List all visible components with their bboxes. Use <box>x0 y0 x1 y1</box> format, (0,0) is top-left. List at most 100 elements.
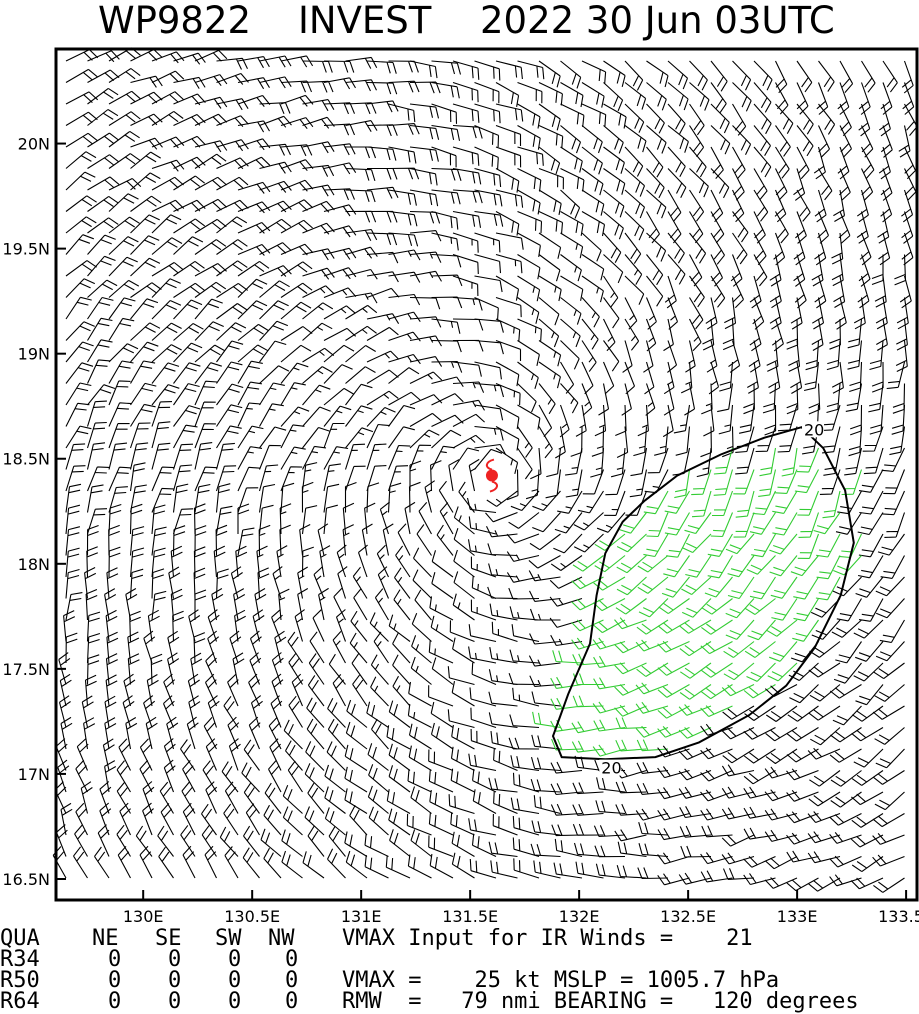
wind-barb <box>592 598 626 612</box>
lat-tick-label: 18.5N <box>2 450 50 469</box>
wind-barb <box>796 189 811 222</box>
wind-barb <box>814 232 827 266</box>
wind-barb <box>851 813 884 828</box>
wind-barb <box>259 102 291 115</box>
wind-barb <box>732 60 752 91</box>
wind-barb <box>538 211 564 235</box>
wind-barb <box>129 422 151 449</box>
wind-barb <box>792 619 819 642</box>
wind-barb <box>430 460 442 492</box>
wind-barb <box>59 673 72 707</box>
wind-barb <box>577 490 604 514</box>
wind-barb <box>237 221 271 234</box>
wind-barb <box>474 448 503 470</box>
wind-barb <box>474 60 501 81</box>
wind-barb <box>813 512 841 535</box>
wind-barb <box>259 403 284 427</box>
wind-barb <box>603 211 624 240</box>
radii-value: 0 <box>228 947 242 972</box>
wind-barb <box>237 138 271 151</box>
wind-barb <box>395 545 411 578</box>
wind-barb <box>280 80 313 93</box>
wind-barb <box>263 804 282 836</box>
wind-barb <box>710 103 730 134</box>
wind-barb <box>530 447 542 480</box>
wind-barb <box>829 748 862 763</box>
wind-barb <box>667 146 686 177</box>
wind-barb <box>809 684 841 702</box>
wind-barb <box>345 167 376 182</box>
radii-label-r50: R50 <box>0 968 40 993</box>
wind-barb <box>581 383 593 416</box>
wind-barb <box>474 443 507 456</box>
wind-barb <box>108 466 132 492</box>
wind-barb <box>538 254 561 282</box>
wind-barb <box>143 630 156 664</box>
wind-barb <box>332 674 346 707</box>
wind-barb <box>151 51 185 64</box>
wind-barb <box>216 260 248 277</box>
wind-barb <box>193 546 206 578</box>
wind-barb <box>388 765 411 793</box>
wind-barb <box>151 237 183 255</box>
wind-barb <box>689 82 710 111</box>
wind-barb <box>488 669 518 686</box>
radii-value: 0 <box>108 989 122 1014</box>
lat-tick-label: 19N <box>18 345 50 364</box>
wind-barb <box>237 425 264 449</box>
wind-barb <box>468 516 497 535</box>
wind-barb <box>712 490 734 517</box>
wind-barb <box>245 803 260 836</box>
wind-barb <box>160 803 174 836</box>
wind-barb <box>87 255 116 277</box>
wind-barb <box>451 831 475 857</box>
wind-barb <box>594 555 626 573</box>
wind-barb <box>108 236 139 255</box>
wind-barb <box>130 341 159 363</box>
wind-barb <box>259 143 291 156</box>
wind-barb <box>732 189 745 223</box>
wind-barb <box>172 508 194 535</box>
wind-barb <box>187 673 200 707</box>
wind-barb <box>470 599 497 621</box>
wind-barb <box>409 81 441 94</box>
wind-barb <box>345 228 378 241</box>
wind-barb <box>765 727 798 742</box>
wind-barb <box>431 572 454 599</box>
wind-barb <box>345 325 377 341</box>
wind-barb <box>86 654 100 685</box>
wind-barb <box>818 103 836 135</box>
wind-barb <box>431 81 460 99</box>
wind-barb <box>357 544 368 578</box>
wind-barb <box>859 232 872 266</box>
wind-barb <box>130 195 162 212</box>
wind-barb <box>474 253 502 274</box>
wind-barb <box>835 512 862 535</box>
wind-barb <box>880 125 893 158</box>
wind-barb <box>344 443 366 470</box>
wind-barb <box>517 275 541 302</box>
wind-barb <box>530 843 561 858</box>
wind-barb <box>108 178 142 191</box>
wind-barb <box>366 186 399 199</box>
wind-barb <box>565 447 583 476</box>
wind-barb <box>323 225 357 238</box>
wind-barb <box>685 555 712 578</box>
wind-barb <box>603 232 622 263</box>
wind-barb <box>871 254 884 286</box>
wind-barb <box>472 768 497 793</box>
wind-barb <box>743 727 776 740</box>
wind-barb <box>533 860 561 879</box>
wind-barb <box>301 481 314 513</box>
wind-barb <box>794 275 807 309</box>
wind-barb <box>681 533 712 553</box>
wind-barb <box>409 146 439 162</box>
wind-barb <box>211 588 224 621</box>
wind-barb <box>775 146 790 179</box>
wind-barb <box>65 151 97 169</box>
wind-barb <box>678 704 712 716</box>
wind-barb <box>146 674 159 707</box>
wind-barb <box>603 254 624 284</box>
radii-value: 0 <box>228 989 242 1014</box>
wind-barb <box>819 469 841 495</box>
